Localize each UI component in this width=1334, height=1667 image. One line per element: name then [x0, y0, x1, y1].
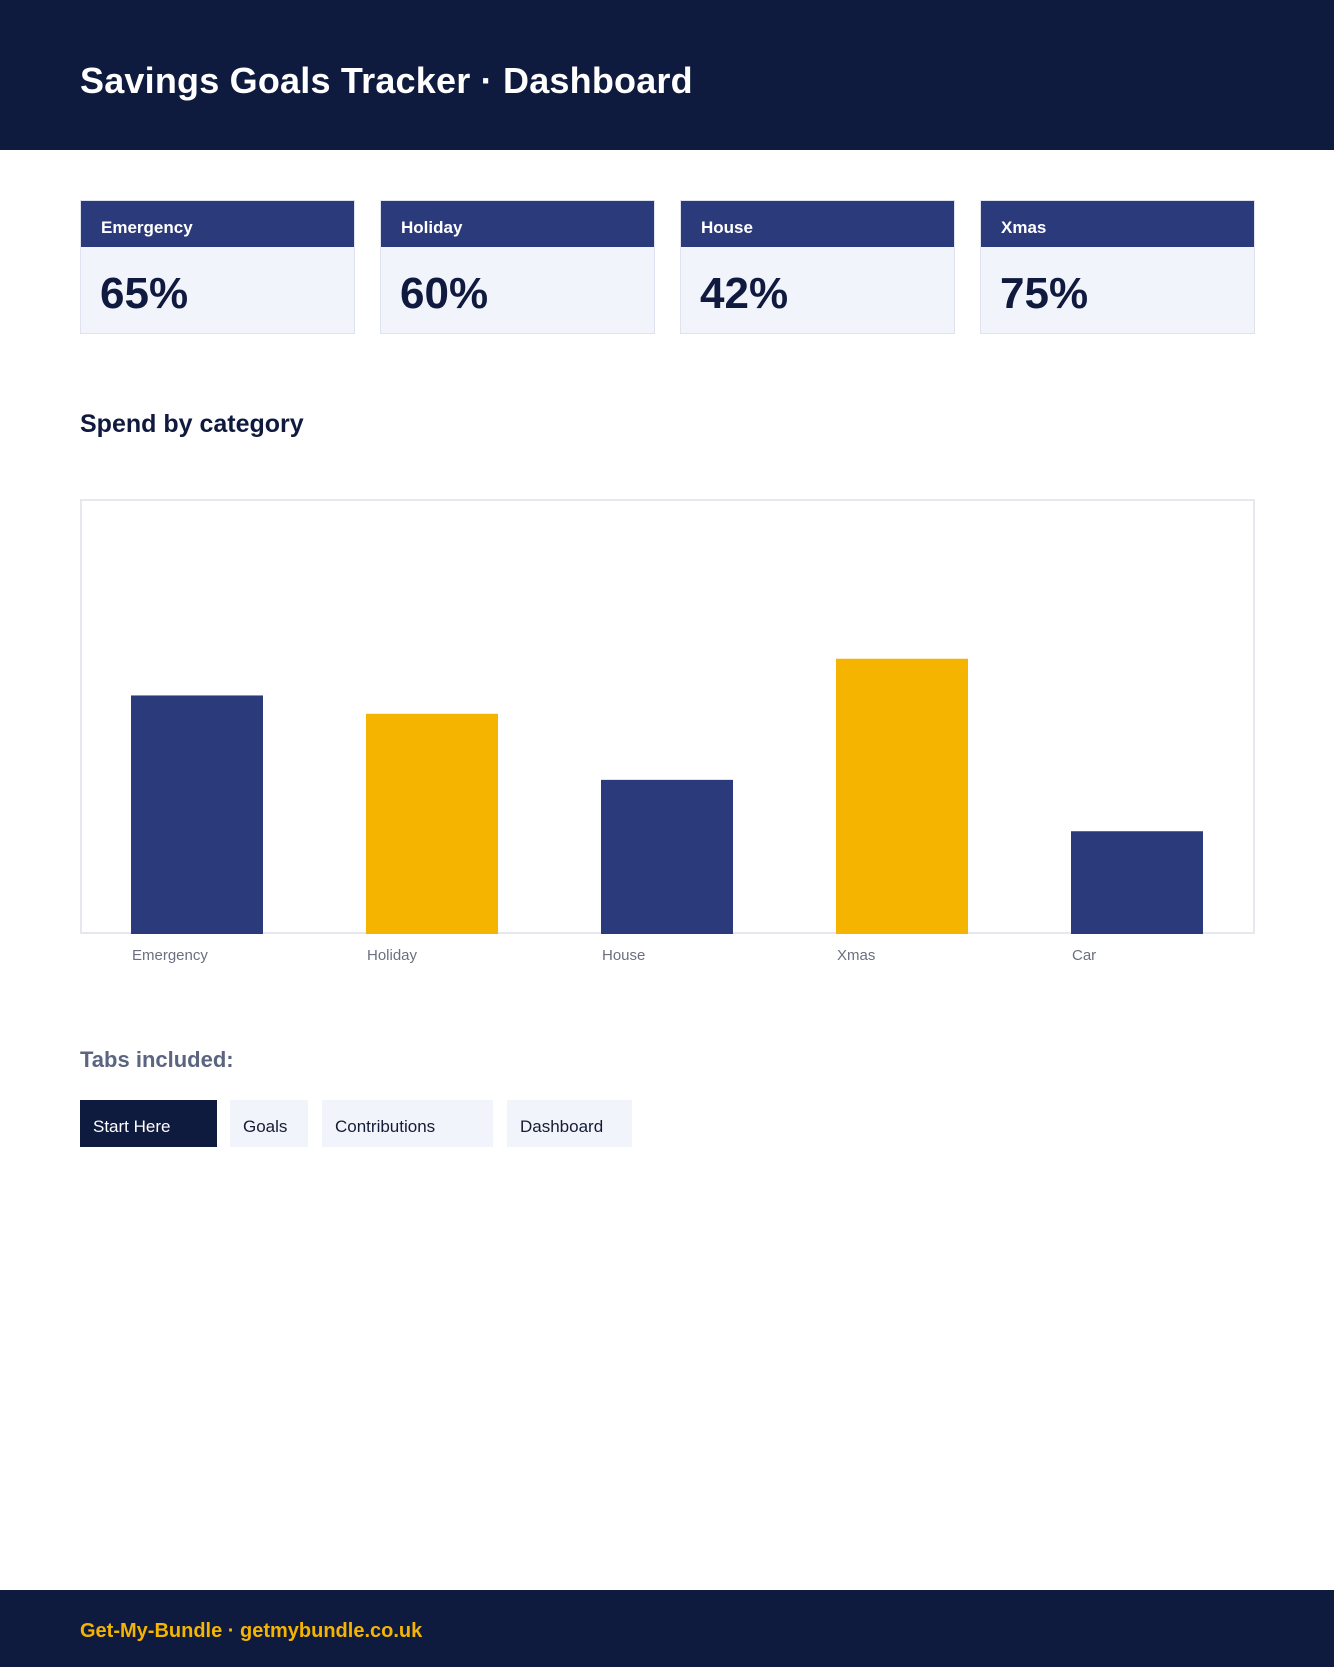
tab-start-here[interactable]: Start Here: [80, 1100, 217, 1147]
page-title: Savings Goals Tracker · Dashboard: [80, 60, 693, 101]
goal-card-emergency: Emergency 65%: [80, 200, 355, 334]
goal-card-holiday: Holiday 60%: [380, 200, 655, 334]
x-tick-label: Car: [1072, 947, 1096, 964]
chart-section-title: Spend by category: [80, 410, 304, 438]
x-tick-label: House: [602, 947, 645, 964]
bar-house: [601, 779, 733, 934]
goal-card-label: Holiday: [381, 201, 654, 247]
tab-label: Goals: [243, 1117, 288, 1136]
tab-label: Start Here: [93, 1117, 171, 1136]
tab-contributions[interactable]: Contributions: [322, 1100, 493, 1147]
x-tick-label: Emergency: [132, 947, 208, 964]
footer-brand-text: Get-My-Bundle · getmybundle.co.uk: [80, 1620, 423, 1642]
bar-car: [1071, 831, 1203, 934]
x-tick-label: Holiday: [367, 947, 418, 964]
goal-card-label: House: [681, 201, 954, 247]
goal-card-value: 60%: [400, 269, 489, 318]
goal-card-value: 75%: [1000, 269, 1089, 318]
header-bar: Savings Goals Tracker · Dashboard: [0, 0, 1334, 150]
goal-card-value: 65%: [100, 269, 189, 318]
x-tick-label: Xmas: [837, 947, 875, 964]
tabs-section-title: Tabs included:: [80, 1047, 234, 1072]
bar-holiday: [366, 713, 498, 934]
goal-cards: Emergency 65% Holiday 60% House 42% Xmas…: [80, 200, 1255, 334]
bar-xmas: [836, 658, 968, 934]
tab-dashboard[interactable]: Dashboard: [507, 1100, 632, 1147]
tab-goals[interactable]: Goals: [230, 1100, 308, 1147]
goal-card-house: House 42%: [680, 200, 955, 334]
spend-bar-chart: Emergency Holiday House Xmas Car: [131, 658, 1203, 964]
goal-card-xmas: Xmas 75%: [980, 200, 1255, 334]
goal-card-label: Xmas: [981, 201, 1254, 247]
goal-card-label: Emergency: [81, 201, 354, 247]
tab-label: Contributions: [335, 1117, 436, 1136]
footer-bar: Get-My-Bundle · getmybundle.co.uk: [0, 1590, 1334, 1667]
bar-emergency: [131, 695, 263, 934]
goal-card-value: 42%: [700, 269, 789, 318]
tab-label: Dashboard: [520, 1117, 604, 1136]
